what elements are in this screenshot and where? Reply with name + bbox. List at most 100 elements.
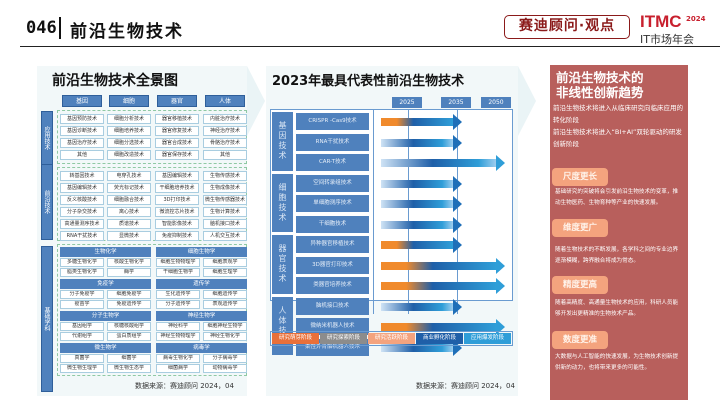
timeline-bar-body (381, 220, 453, 229)
side-label: 应用技术 (41, 111, 53, 165)
side-label: 基础学科 (41, 246, 53, 392)
discipline-header: 免疫学 (60, 279, 151, 289)
tech-cell: 细胞改造技术 (107, 150, 151, 160)
trend-pill: 尺度更长 (552, 168, 608, 186)
trend-text: 随着生物技术的不断发展，各学科之间的专业边界逐渐模糊，跨界融合将成为常态。 (555, 247, 679, 264)
trend-title-line1: 前沿生物技术的 (556, 70, 644, 85)
discipline-cell: 疫苗学 (60, 300, 104, 309)
panel-arrow (247, 66, 265, 136)
tech-cell: 生物成像技术 (203, 183, 247, 193)
trend-title-line2: 非线性创新趋势 (556, 85, 644, 100)
panorama-source: 数据来源：赛迪顾问 2024，04 (135, 382, 234, 390)
stage-legend-frame (270, 331, 513, 346)
timeline-bar (381, 134, 462, 151)
discipline-cell: 细胞免疫学 (107, 290, 151, 299)
timeline-bar (381, 278, 505, 294)
year-label: 2035 (441, 97, 471, 108)
panel-arrow (518, 66, 536, 136)
trend-title: 前沿生物技术的 非线性创新趋势 (556, 70, 644, 100)
timeline-bar-body (381, 282, 496, 290)
tech-cell: 基因治疗技术 (60, 138, 104, 148)
discipline-cell: 细胞表观学 (203, 258, 247, 267)
tech-cell: 基因预防技术 (60, 114, 104, 124)
timeline-bar (381, 237, 462, 253)
tech-cell: 质谱技术 (107, 219, 151, 229)
representative-tech-title: 2023年最具代表性前沿生物技术 (272, 74, 465, 89)
tech-cell: 高通量测序技术 (60, 219, 104, 229)
tech-cell: 免疫抑制技术 (155, 231, 199, 241)
tech-label: 脑机接口技术 (296, 297, 369, 315)
trend-text: 随着高精度、高通量生物技术的应用，科研人员能够开发出更精准的生物技术产品。 (555, 300, 679, 317)
tech-label: 干细胞技术 (296, 215, 369, 233)
tech-cell: 干细胞培养技术 (155, 183, 199, 193)
tech-cell: 分子杂交技术 (60, 207, 104, 217)
tech-group-label: 器官技术 (272, 235, 293, 294)
discipline-cell: 神经生物物理学 (156, 332, 200, 341)
discipline-header: 细胞生物学 (156, 247, 247, 257)
timeline-gridline (408, 109, 409, 314)
timeline-bar-body (381, 118, 453, 126)
timeline-bar (381, 175, 462, 192)
header-divider (59, 17, 61, 39)
itmc-logo: ITMC (640, 12, 682, 31)
discipline-cell: 干细胞生物学 (156, 268, 200, 277)
trend-intro-1: 前沿生物技术将进入从临床研究向临床应用的转化阶段 (553, 104, 683, 124)
panorama-title: 前沿生物技术全景图 (52, 73, 178, 89)
discipline-cell: 细胞生理学 (203, 268, 247, 277)
discipline-cell: 细胞神经生物学 (203, 322, 247, 331)
itmc-logo-subtitle: IT市场年会 (640, 33, 694, 46)
discipline-cell: 生化遗传学 (156, 290, 200, 299)
discipline-cell: 表观遗传学 (203, 300, 247, 309)
discipline-cell: 多糖生物化学 (60, 258, 104, 267)
trend-intro-2: 前沿生物技术将进入“BI+AI”双轮驱动的研发创新阶段 (553, 128, 682, 148)
discipline-cell: 分子免疫学 (60, 290, 104, 299)
discipline-cell: 细胞生物物理学 (156, 258, 200, 267)
tech-group-label: 细胞技术 (272, 173, 293, 232)
timeline-bar-body (381, 200, 453, 208)
discipline-cell: 分子遗传学 (156, 300, 200, 309)
timeline-arrowhead (453, 216, 462, 233)
tech-cell: 骨骼治疗技术 (203, 138, 247, 148)
discipline-header: 微生物学 (60, 343, 151, 353)
discipline-cell: 基因组学 (60, 322, 104, 331)
discipline-cell: 核酸生物化学 (107, 258, 151, 267)
discipline-cell: 细菌病学 (156, 364, 200, 373)
tech-cell: 微生物传感器技术 (203, 195, 247, 205)
tech-group-label: 人体技术 (272, 296, 293, 355)
tech-group-label: 基因技术 (272, 112, 293, 171)
timeline-bar (381, 155, 505, 171)
tech-cell: 离心技术 (107, 207, 151, 217)
tech-cell: 反义核酸技术 (60, 195, 104, 205)
discipline-cell: 蛋白质组学 (107, 332, 151, 341)
timeline-arrowhead (453, 339, 462, 356)
timeline-bar-body (381, 179, 453, 188)
discipline-header: 分子生物学 (60, 311, 151, 321)
discipline-cell: 病毒生物化学 (156, 354, 200, 363)
discipline-cell: 神经科学 (156, 322, 200, 331)
tech-cell: 细胞融合技术 (107, 195, 151, 205)
tech-label: 空间转录组技术 (296, 174, 369, 192)
tech-cell: 基因诊断技术 (60, 126, 104, 136)
timeline-bar-body (381, 138, 453, 147)
discipline-cell: 神经生物化学 (203, 332, 247, 341)
tech-cell: 细胞分选技术 (107, 138, 151, 148)
discipline-cell: 动物病毒学 (203, 364, 247, 373)
tech-cell: 3D打印技术 (155, 195, 199, 205)
timeline-gridline (373, 109, 374, 314)
timeline-arrowhead (453, 175, 462, 192)
timeline-bar (381, 339, 462, 356)
timeline-arrowhead (453, 237, 462, 253)
tech-cell: 神经治疗技术 (203, 126, 247, 136)
tech-cell: 微流控芯片技术 (155, 207, 199, 217)
tech-cell: 内脏治疗技术 (203, 114, 247, 124)
page-title: 前沿生物技术 (70, 22, 184, 42)
tech-cell: 显微技术 (107, 231, 151, 241)
discipline-cell: 微生物生理学 (60, 364, 104, 373)
timeline-arrowhead (496, 319, 505, 335)
tech-cell: 其他 (60, 150, 104, 160)
brand-stamp: 赛迪顾问·观点 (504, 15, 630, 39)
trend-text: 大数据与人工智能的快速发展，为生物技术创新提供新的动力，也将带来更多的可能性。 (555, 354, 679, 371)
timeline-arrowhead (453, 196, 462, 212)
timeline-bar (381, 216, 462, 233)
timeline-bar-body (381, 241, 453, 249)
